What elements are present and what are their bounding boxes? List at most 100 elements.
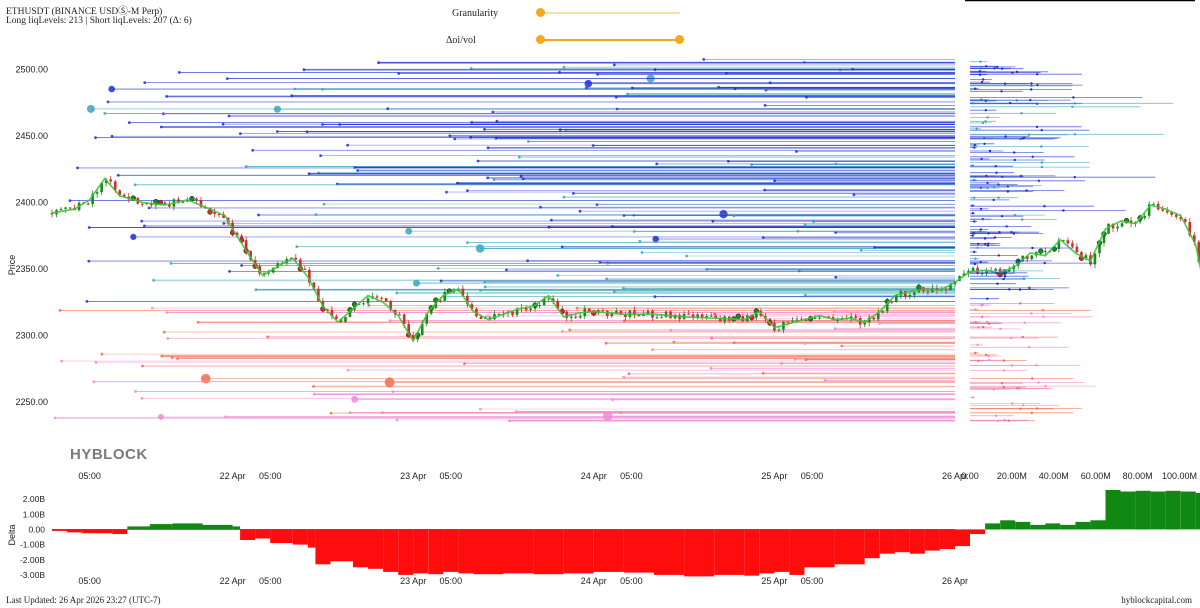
- price-candle: [854, 316, 857, 319]
- liq-level-start-dot: [568, 328, 572, 332]
- liq-level-start-dot: [133, 183, 137, 187]
- liq-level-start-dot: [508, 419, 511, 423]
- histogram-point: [1062, 209, 1065, 212]
- histogram-point: [974, 257, 977, 260]
- delta-bar: [939, 529, 955, 550]
- liq-level-start-dot: [622, 214, 626, 217]
- liq-level-start-dot: [176, 357, 179, 360]
- liq-level-start-dot: [651, 348, 654, 352]
- price-tick-label: 2400.00: [15, 197, 48, 207]
- liq-level-lines: [53, 58, 955, 423]
- histogram-point: [986, 116, 989, 119]
- liq-level-start-dot: [685, 254, 688, 258]
- last-updated-text: Last Updated: 26 Apr 2026 23:27 (UTC-7): [6, 595, 161, 605]
- histogram-point: [1035, 407, 1039, 410]
- histogram-point: [976, 246, 979, 249]
- histogram-point: [1002, 277, 1005, 281]
- delta-bar: [292, 529, 308, 545]
- histogram-point: [1040, 165, 1044, 169]
- price-candle: [881, 311, 885, 313]
- price-candle: [389, 301, 392, 310]
- delta-time-tick-label: 05:00: [440, 576, 463, 586]
- histogram-point: [983, 237, 987, 240]
- site-link[interactable]: hyblockcapital.com: [1121, 595, 1192, 605]
- price-candle: [718, 317, 722, 322]
- histogram-point: [1072, 96, 1075, 99]
- liq-level-start-dot: [653, 295, 657, 299]
- granularity-slider-handle[interactable]: [536, 8, 545, 17]
- delta-bar: [1180, 491, 1196, 530]
- liq-level-start-dot: [517, 155, 521, 159]
- liq-level-start-dot: [439, 279, 443, 283]
- doi-vol-slider-handle-min[interactable]: [536, 35, 545, 44]
- price-candle: [429, 307, 433, 314]
- granularity-label: Granularity: [452, 8, 499, 19]
- liq-level-start-dot: [351, 395, 359, 403]
- price-candle: [335, 316, 338, 319]
- histogram-point: [1013, 151, 1016, 154]
- price-candle: [818, 317, 821, 319]
- price-candle: [411, 335, 415, 340]
- liq-level-start-dot: [596, 72, 599, 76]
- price-candle: [262, 272, 266, 274]
- liq-level-start-dot: [483, 285, 487, 289]
- histogram-point: [983, 142, 986, 145]
- price-candle: [443, 291, 447, 301]
- price-candle: [615, 310, 618, 314]
- doi-vol-slider-handle-max[interactable]: [675, 35, 684, 44]
- histogram-point: [1073, 176, 1077, 179]
- histogram-point: [988, 149, 992, 153]
- liq-level-start-dot: [162, 330, 166, 334]
- delta-bar: [985, 523, 1001, 530]
- granularity-slider[interactable]: [536, 6, 680, 20]
- histogram-point: [998, 231, 1001, 234]
- price-candle: [177, 199, 180, 203]
- liq-level-start-dot: [614, 95, 618, 99]
- price-candle: [222, 214, 225, 218]
- histogram-point: [973, 146, 976, 149]
- delta-bar: [1045, 523, 1061, 530]
- price-candle: [827, 316, 830, 318]
- histogram-point: [972, 196, 976, 199]
- delta-bar: [789, 529, 805, 575]
- histogram-point: [1006, 190, 1010, 193]
- price-candle: [655, 317, 659, 319]
- delta-bar: [330, 529, 353, 562]
- delta-bar: [503, 529, 534, 574]
- delta-bar: [1150, 491, 1166, 530]
- price-candle: [271, 267, 275, 273]
- liq-level-start-dot: [763, 104, 767, 107]
- liq-level-start-dot: [266, 335, 269, 339]
- histogram-point: [1044, 384, 1047, 388]
- liq-level-start-dot: [160, 354, 164, 358]
- price-candle: [95, 192, 99, 194]
- price-candle: [64, 207, 67, 209]
- doi-vol-range-slider[interactable]: [536, 33, 684, 47]
- liq-level-start-dot: [575, 306, 579, 310]
- liq-level-start-dot: [321, 123, 324, 126]
- delta-bar: [563, 529, 594, 574]
- price-candle: [1165, 210, 1169, 213]
- liq-level-start-dot: [768, 81, 772, 85]
- price-candle: [908, 294, 912, 297]
- histogram-point: [993, 67, 996, 70]
- price-candle: [895, 295, 898, 303]
- price-candle: [312, 282, 316, 289]
- histogram-point: [1031, 155, 1034, 158]
- price-candle: [497, 313, 501, 315]
- liq-level-start-dot: [803, 293, 807, 297]
- delta-bar: [149, 524, 173, 530]
- delta-bar: [232, 526, 241, 530]
- price-candle: [1197, 241, 1200, 262]
- liq-level-start-dot: [652, 235, 659, 243]
- price-candle: [375, 296, 379, 298]
- liq-level-start-dot: [348, 411, 352, 414]
- price-candle: [863, 322, 866, 325]
- price-candle: [885, 301, 889, 312]
- liq-level-start-dot: [445, 190, 448, 194]
- liq-level-start-dot: [803, 342, 807, 345]
- time-tick-label: 22 Apr: [220, 471, 246, 481]
- liq-level-start-dot: [353, 166, 357, 169]
- histogram-point: [981, 218, 984, 221]
